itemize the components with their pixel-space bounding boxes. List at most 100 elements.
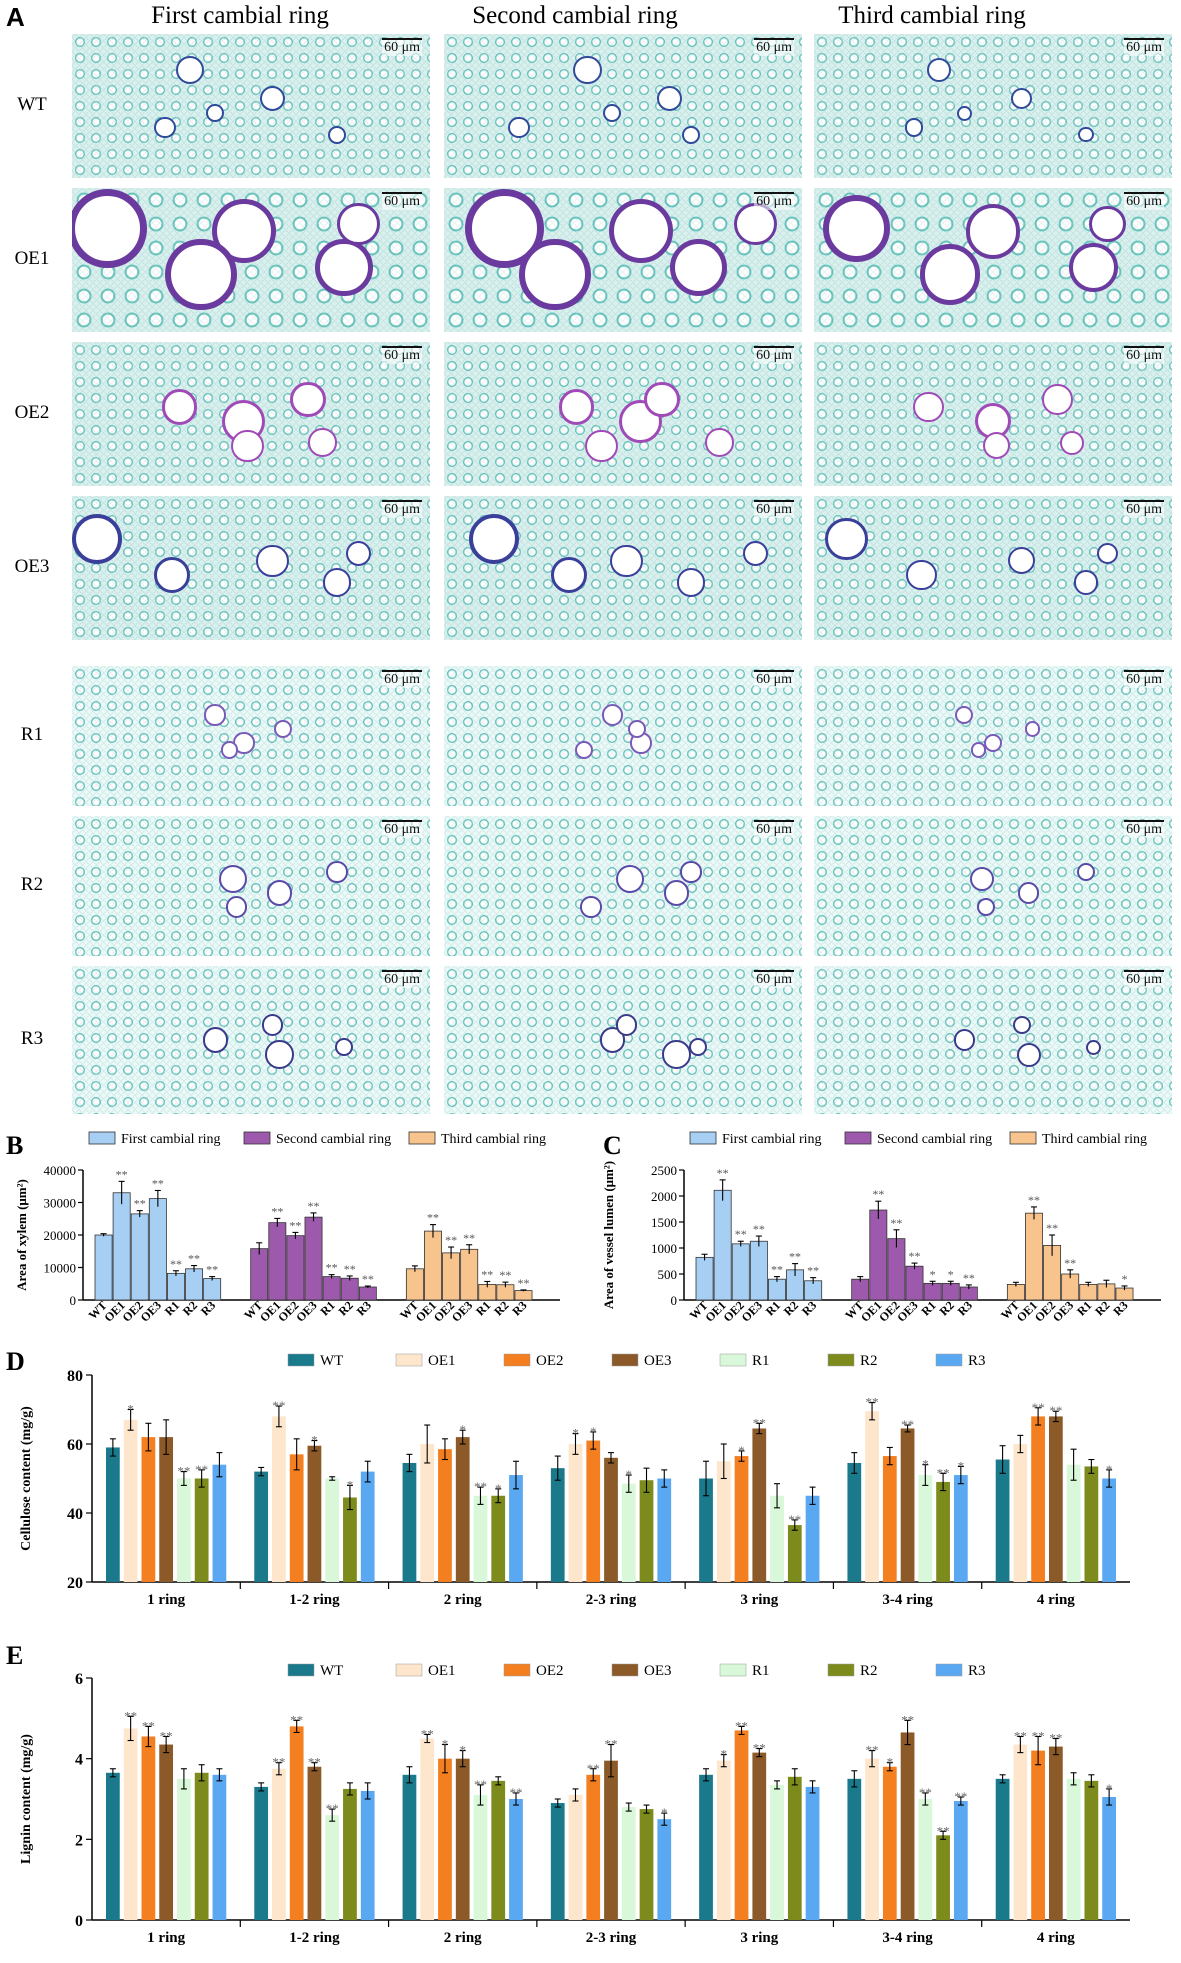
bar <box>586 1440 601 1582</box>
bar <box>405 1268 424 1301</box>
legend-swatch <box>719 1663 747 1677</box>
bar <box>550 1803 565 1920</box>
significance-mark: ** <box>735 1227 747 1241</box>
bar <box>325 1815 340 1920</box>
bar <box>734 1730 749 1920</box>
y-tick-label: 60 <box>67 1437 83 1454</box>
bar <box>882 1766 897 1920</box>
xylem-vessel <box>615 864 645 894</box>
scale-bar: 60 μm <box>382 970 422 988</box>
significance-mark: ** <box>1064 1256 1076 1270</box>
xylem-vessel <box>322 568 352 597</box>
micrograph-oe1-ring-3: 60 μm <box>814 188 1172 332</box>
bar <box>194 1772 209 1920</box>
bar <box>358 1286 377 1301</box>
significance-mark: * <box>590 1424 597 1439</box>
y-tick-label: 6 <box>75 1671 83 1688</box>
bar <box>148 1198 167 1301</box>
micrograph-oe2-ring-1: 60 μm <box>72 342 430 486</box>
xylem-vessel <box>603 104 622 123</box>
legend-swatch <box>1009 1131 1037 1145</box>
bar <box>805 1495 820 1582</box>
bar <box>304 1216 323 1301</box>
significance-mark: ** <box>919 1785 932 1800</box>
micrograph-oe3-ring-2: 60 μm <box>444 496 802 640</box>
legend-label: Third cambial ring <box>441 1132 546 1147</box>
bar <box>1025 1212 1043 1301</box>
bar <box>713 1189 732 1301</box>
scale-bar: 60 μm <box>754 38 794 56</box>
xylem-vessel <box>628 720 647 738</box>
panel-a-letter: A <box>6 2 25 32</box>
xylem-vessel <box>154 557 191 594</box>
significance-mark: ** <box>517 1276 529 1290</box>
legend-swatch <box>503 1663 531 1677</box>
xylem-vessel <box>1012 1016 1031 1035</box>
row-label-oe1: OE1 <box>14 248 50 269</box>
bar <box>250 1248 269 1301</box>
xylem-vessel <box>290 381 327 418</box>
x-tick-label: OE3 <box>894 1298 920 1324</box>
significance-mark: ** <box>1028 1193 1040 1207</box>
bar <box>882 1456 897 1582</box>
significance-mark: ** <box>474 1777 487 1792</box>
bar <box>716 1461 731 1582</box>
bar <box>1102 1796 1116 1920</box>
xylem-vessel <box>256 544 289 577</box>
legend-label: R3 <box>968 1663 986 1679</box>
x-category-label: 3 ring <box>740 1930 778 1946</box>
bar <box>514 1290 533 1301</box>
significance-mark: ** <box>308 1199 320 1213</box>
micrograph-r1-ring-2: 60 μm <box>444 666 802 806</box>
scale-bar: 60 μm <box>1124 820 1164 838</box>
significance-mark: ** <box>427 1211 439 1225</box>
significance-mark: ** <box>463 1231 475 1245</box>
xylem-vessel <box>326 861 348 883</box>
x-tick-label: OE3 <box>138 1298 164 1324</box>
bar <box>639 1809 654 1920</box>
bar <box>438 1449 452 1582</box>
xylem-vessel <box>664 880 690 906</box>
significance-mark: ** <box>134 1197 146 1211</box>
x-tick-label: R3 <box>509 1298 529 1318</box>
significance-mark: ** <box>124 1708 137 1723</box>
xylem-vessel <box>983 733 1003 753</box>
bar <box>402 1774 417 1920</box>
scale-bar: 60 μm <box>754 820 794 838</box>
bar <box>1048 1416 1063 1582</box>
xylem-vessel <box>1042 384 1073 415</box>
y-tick-label: 2000 <box>651 1189 677 1204</box>
micrograph-r1-ring-3: 60 μm <box>814 666 1172 806</box>
legend-swatch <box>503 1353 531 1367</box>
significance-mark: ** <box>188 1252 200 1266</box>
significance-mark: * <box>572 1426 579 1441</box>
significance-mark: ** <box>901 1417 914 1432</box>
xylem-vessel <box>970 866 995 892</box>
significance-mark: ** <box>901 1712 914 1727</box>
xylem-vessel <box>680 861 702 883</box>
scale-bar: 60 μm <box>754 670 794 688</box>
bar <box>604 1760 618 1920</box>
x-category-label: 3 ring <box>740 1592 778 1608</box>
significance-mark: ** <box>272 1755 285 1770</box>
significance-mark: ** <box>909 1249 921 1263</box>
xylem-vessel <box>742 541 768 567</box>
xylem-vessel <box>1018 882 1040 904</box>
bar <box>1084 1466 1099 1582</box>
legend-swatch <box>408 1131 436 1145</box>
legend-label: OE2 <box>536 1353 564 1369</box>
xylem-vessel <box>315 238 373 296</box>
micrograph-wt-ring-1: 60 μm <box>72 34 430 178</box>
bar <box>159 1744 174 1920</box>
xylem-vessel <box>615 1014 638 1036</box>
legend-label: Second cambial ring <box>276 1132 391 1147</box>
bar <box>185 1268 204 1301</box>
bar <box>254 1471 269 1582</box>
micrograph-r2-ring-2: 60 μm <box>444 816 802 956</box>
significance-mark: ** <box>1046 1221 1058 1235</box>
micrograph-r1-ring-1: 60 μm <box>72 666 430 806</box>
xylem-vessel <box>657 86 683 112</box>
xylem-vessel <box>1068 242 1118 292</box>
bar <box>941 1282 960 1301</box>
y-tick-label: 30000 <box>44 1196 77 1211</box>
